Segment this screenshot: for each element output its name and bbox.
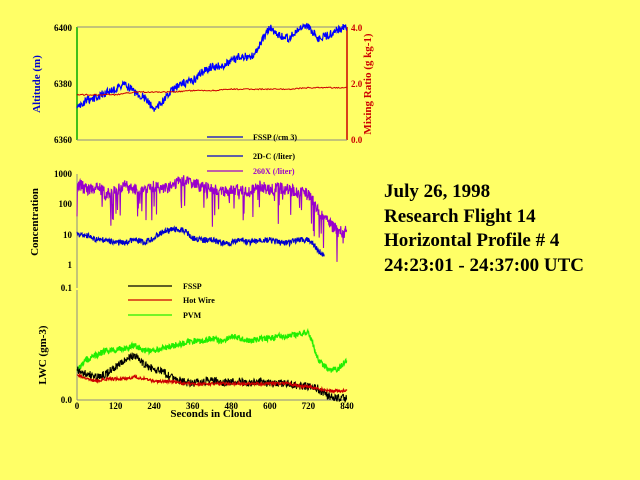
x-tick-label: 120 — [109, 401, 123, 411]
conc-tick-10: 10 — [63, 230, 73, 240]
x-tick-label: 0 — [75, 401, 80, 411]
concentration-axis-label: Concentration — [29, 188, 41, 256]
conc-tick-1: 1 — [68, 260, 73, 270]
x-tick-label: 840 — [340, 401, 354, 411]
x-tick-label: 720 — [302, 401, 316, 411]
lwc-legend: FSSP Hot Wire PVM — [128, 282, 215, 320]
x-tick-label: 480 — [225, 401, 239, 411]
mixing-tick-top: 4.0 — [351, 23, 363, 33]
bottom-panel: 0.0 LWC (gm-3) 0 120 240 360 480 600 720 840 Se… — [37, 290, 354, 420]
flight-number: Research Flight 14 — [384, 205, 536, 227]
legend-pvm-label: PVM — [183, 311, 202, 320]
flight-info: July 26, 1998 Research Flight 14 Horizon… — [384, 180, 584, 278]
mixing-ratio-line — [76, 86, 348, 96]
lwc-tick-0: 0.0 — [61, 395, 73, 405]
legend-2dc-label: 2D-C (/liter) — [253, 152, 295, 161]
altitude-tick-top: 6400 — [54, 23, 73, 33]
conc-tick-0.1: 0.1 — [61, 283, 73, 293]
x-tick-label: 600 — [263, 401, 277, 411]
x-tick-label: 240 — [147, 401, 161, 411]
time-range: 24:23:01 - 24:37:00 UTC — [384, 254, 585, 276]
legend-fssp-lwc-label: FSSP — [183, 282, 202, 291]
x-axis-label: Seconds in Cloud — [170, 408, 251, 420]
conc-tick-1000: 1000 — [54, 169, 73, 179]
pvm-lwc-line — [76, 327, 348, 373]
concentration-legend: FSSP (/cm 3) 2D-C (/liter) 260X (/liter) — [207, 133, 297, 176]
flight-date: July 26, 1998 — [384, 181, 491, 202]
legend-260x-label: 260X (/liter) — [253, 167, 295, 176]
legend-hotwire-label: Hot Wire — [183, 296, 215, 305]
mixing-tick-bottom: 0.0 — [351, 135, 363, 145]
altitude-axis-label: Altitude (m) — [31, 55, 43, 113]
top-panel: 6400 6380 6360 4.0 2.0 0.0 Altitude (m) … — [31, 22, 374, 145]
2dc-concentration-line — [76, 175, 348, 262]
x-tick-label: 360 — [186, 401, 200, 411]
altitude-tick-mid: 6380 — [54, 79, 73, 89]
middle-panel: 1000 100 10 1 0.1 Concentration — [29, 169, 348, 293]
altitude-line — [76, 22, 348, 112]
legend-fssp-label: FSSP (/cm 3) — [253, 133, 297, 142]
x-tick-labels: 0 120 240 360 480 600 720 840 — [75, 401, 355, 411]
fssp-concentration-line — [76, 225, 325, 257]
hotwire-lwc-line — [76, 372, 348, 395]
lwc-axis-label: LWC (gm-3) — [37, 325, 49, 385]
profile-number: Horizontal Profile # 4 — [384, 230, 560, 251]
mixing-ratio-axis-label: Mixing Ratio (g kg-1) — [362, 33, 374, 134]
altitude-tick-bottom: 6360 — [54, 135, 73, 145]
mixing-tick-mid: 2.0 — [351, 79, 363, 89]
conc-tick-100: 100 — [59, 199, 73, 209]
